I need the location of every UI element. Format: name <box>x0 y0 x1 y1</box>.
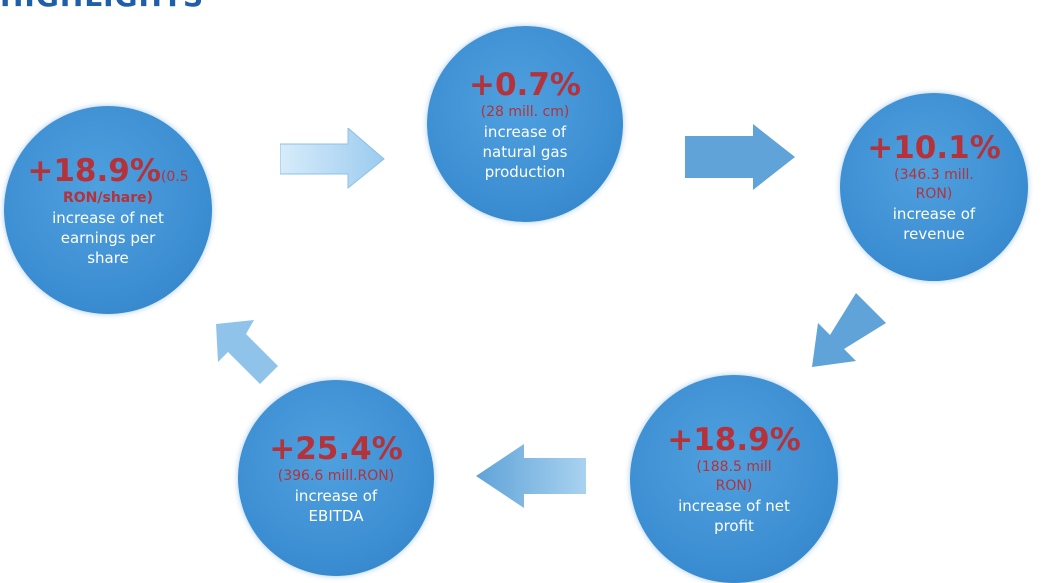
node-gas-pct: +0.7% <box>469 66 581 103</box>
node-ebitda-desc-1: increase of <box>294 486 378 505</box>
node-profit-pct: +18.9% <box>667 422 801 458</box>
node-earnings-per-share: +18.9%(0.5 RON/share) increase of net ea… <box>4 106 212 314</box>
node-gas-detail: (28 mill. cm) <box>480 103 570 120</box>
node-eps-detail-inline: (0.5 <box>160 168 189 185</box>
node-gas-desc-2: natural gas <box>482 142 568 161</box>
node-eps-desc-3: share <box>87 248 129 267</box>
node-eps-desc-1: increase of net <box>52 208 164 227</box>
node-gas-desc-3: production <box>484 162 566 181</box>
node-revenue-desc-1: increase of <box>892 205 976 223</box>
node-ebitda-detail: (396.6 mill.RON) <box>277 467 395 484</box>
node-natural-gas: +0.7% (28 mill. cm) increase of natural … <box>427 26 623 222</box>
node-net-profit: +18.9% (188.5 mill RON) increase of net … <box>630 375 838 583</box>
node-ebitda-desc-2: EBITDA <box>308 506 364 525</box>
node-profit-desc-1: increase of net <box>678 497 790 515</box>
arrow-gas-to-revenue <box>685 124 795 190</box>
node-ebitda-pct: +25.4% <box>269 430 403 467</box>
arrow-eps-to-gas <box>280 128 385 190</box>
node-eps-desc-2: earnings per <box>60 228 156 247</box>
node-profit-desc-2: profit <box>714 517 754 535</box>
node-eps-pct: +18.9% <box>27 152 161 189</box>
node-ebitda: +25.4% (396.6 mill.RON) increase of EBIT… <box>238 380 434 576</box>
node-gas-desc-1: increase of <box>483 122 567 141</box>
arrow-ebitda-to-eps <box>216 320 278 384</box>
node-revenue: +10.1% (346.3 mill. RON) increase of rev… <box>840 93 1028 281</box>
node-revenue-pct: +10.1% <box>867 130 1001 166</box>
arrow-profit-to-ebitda <box>476 444 586 508</box>
node-revenue-detail-2: RON) <box>915 186 953 202</box>
node-profit-detail-1: (188.5 mill <box>696 459 772 475</box>
node-eps-detail: RON/share) <box>62 189 154 206</box>
node-revenue-detail-1: (346.3 mill. <box>894 167 974 183</box>
page-title: HIGHLIGHTS <box>0 0 204 13</box>
arrow-revenue-to-profit <box>812 293 886 367</box>
node-profit-detail-2: RON) <box>715 478 753 494</box>
node-revenue-desc-2: revenue <box>903 225 965 243</box>
